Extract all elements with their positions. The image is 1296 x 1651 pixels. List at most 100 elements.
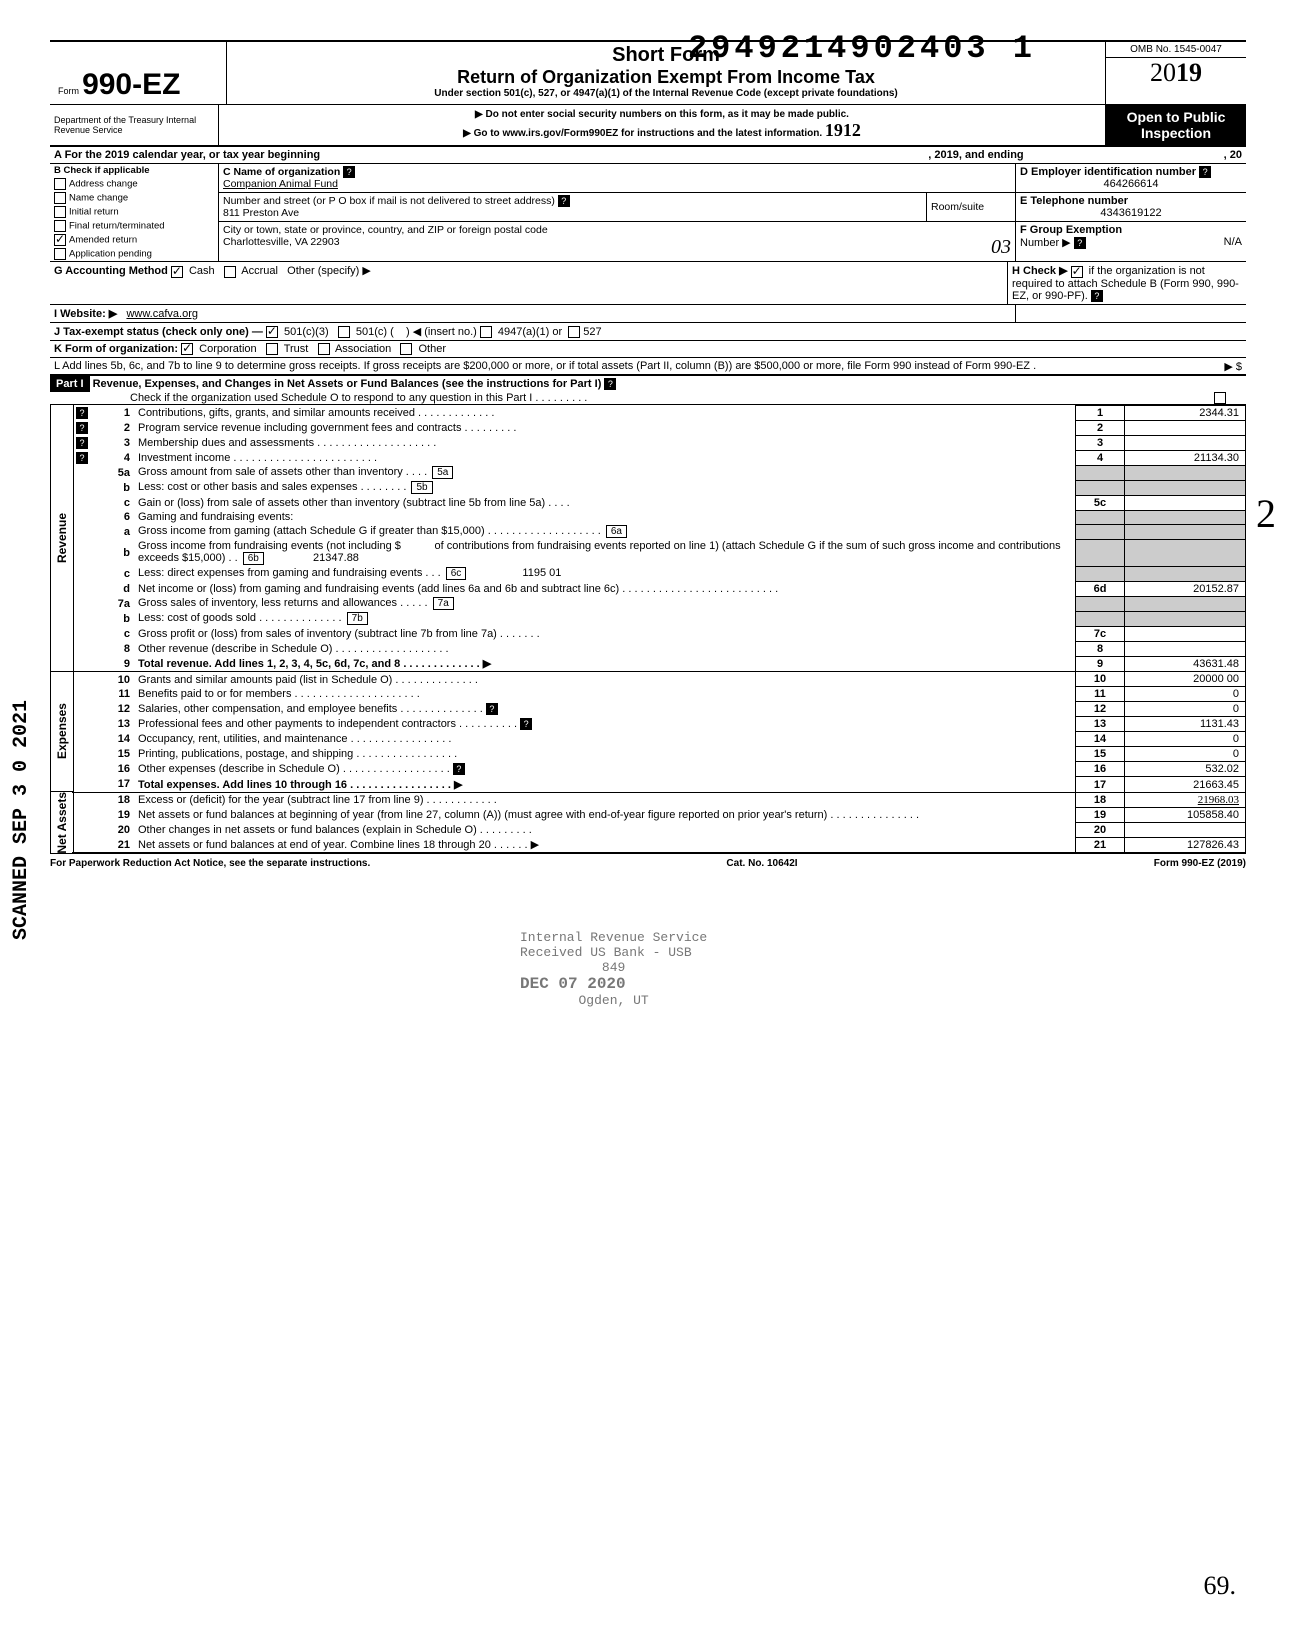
chk-initial-return[interactable]: Initial return bbox=[50, 205, 218, 219]
help-icon[interactable]: ? bbox=[76, 437, 88, 449]
line-15: 15Printing, publications, postage, and s… bbox=[72, 747, 1246, 762]
chk-cash[interactable] bbox=[171, 266, 183, 278]
phone-value: 4343619122 bbox=[1020, 207, 1242, 219]
line-2: ?2Program service revenue including gove… bbox=[72, 420, 1246, 435]
line-19: 19Net assets or fund balances at beginni… bbox=[72, 807, 1246, 822]
g-accrual-label: Accrual bbox=[241, 265, 278, 277]
chk-final-return[interactable]: Final return/terminated bbox=[50, 219, 218, 233]
j-501c3-label: 501(c)(3) bbox=[284, 326, 329, 338]
help-icon[interactable]: ? bbox=[453, 763, 465, 775]
line-6a: aGross income from gaming (attach Schedu… bbox=[72, 524, 1246, 539]
warning-goto: ▶ Go to www.irs.gov/Form990EZ for instru… bbox=[223, 120, 1101, 141]
section-i: I Website: ▶ www.cafva.org bbox=[50, 305, 1246, 323]
chk-527[interactable] bbox=[568, 326, 580, 338]
c-city-label: City or town, state or province, country… bbox=[223, 224, 548, 236]
line-18: 18Excess or (deficit) for the year (subt… bbox=[72, 792, 1246, 807]
help-icon[interactable]: ? bbox=[76, 407, 88, 419]
section-def: D Employer identification number ? 46426… bbox=[1015, 164, 1246, 261]
chk-address-change[interactable]: Address change bbox=[50, 177, 218, 191]
i-label: I Website: ▶ bbox=[54, 308, 117, 320]
chk-4947[interactable] bbox=[480, 326, 492, 338]
right-header-box: OMB No. 1545-0047 2019 bbox=[1106, 42, 1246, 104]
chk-trust[interactable] bbox=[266, 343, 278, 355]
k-corp-label: Corporation bbox=[199, 343, 256, 355]
g-label: G Accounting Method bbox=[54, 265, 168, 277]
l-text: L Add lines 5b, 6c, and 7b to line 9 to … bbox=[54, 360, 1036, 372]
line-7b: bLess: cost of goods sold . . . . . . . … bbox=[72, 611, 1246, 626]
line-6d: dNet income or (loss) from gaming and fu… bbox=[72, 581, 1246, 596]
k-other-label: Other bbox=[418, 343, 446, 355]
handwritten-03: 03 bbox=[991, 236, 1011, 259]
tax-year: 2019 bbox=[1106, 58, 1246, 88]
part1-header: Part I Revenue, Expenses, and Changes in… bbox=[50, 376, 1246, 405]
help-icon[interactable]: ? bbox=[520, 718, 532, 730]
chk-accrual[interactable] bbox=[224, 266, 236, 278]
chk-schedule-o[interactable] bbox=[1214, 392, 1226, 404]
help-icon[interactable]: ? bbox=[76, 452, 88, 464]
form-number-box: Form 990-EZ bbox=[50, 42, 227, 104]
line-21: 21Net assets or fund balances at end of … bbox=[72, 837, 1246, 853]
vert-expenses: Expenses bbox=[55, 703, 69, 759]
line-20: 20Other changes in net assets or fund ba… bbox=[72, 822, 1246, 837]
line-a-mid: , 2019, and ending bbox=[928, 149, 1023, 161]
section-j: J Tax-exempt status (check only one) — 5… bbox=[50, 323, 1246, 341]
scanned-stamp: SCANNED SEP 3 0 2021 bbox=[10, 700, 33, 940]
footer-left: For Paperwork Reduction Act Notice, see … bbox=[50, 858, 370, 869]
c-label: C Name of organization bbox=[223, 166, 340, 178]
help-icon[interactable]: ? bbox=[76, 422, 88, 434]
open-public-box: Open to PublicInspection bbox=[1106, 105, 1246, 145]
help-icon[interactable]: ? bbox=[604, 378, 616, 390]
org-city: Charlottesville, VA 22903 bbox=[223, 236, 340, 248]
chk-association[interactable] bbox=[318, 343, 330, 355]
chk-schedule-b[interactable] bbox=[1071, 266, 1083, 278]
chk-amended-return[interactable]: Amended return bbox=[50, 233, 218, 247]
chk-name-change[interactable]: Name change bbox=[50, 191, 218, 205]
form-prefix: Form bbox=[58, 86, 79, 96]
stamp-id: 2949214902403 1 bbox=[688, 30, 1036, 67]
line-1: ?1Contributions, gifts, grants, and simi… bbox=[72, 405, 1246, 420]
section-gh: G Accounting Method Cash Accrual Other (… bbox=[50, 262, 1246, 304]
line-7a: 7aGross sales of inventory, less returns… bbox=[72, 596, 1246, 611]
page-mark-69: 69. bbox=[1204, 1571, 1237, 1601]
chk-application-pending[interactable]: Application pending bbox=[50, 247, 218, 261]
dept-treasury: Department of the Treasury Internal Reve… bbox=[50, 105, 219, 145]
chk-corporation[interactable] bbox=[181, 343, 193, 355]
part1-check-text: Check if the organization used Schedule … bbox=[130, 392, 587, 404]
e-label: E Telephone number bbox=[1020, 195, 1128, 207]
g-other-label: Other (specify) ▶ bbox=[287, 265, 371, 277]
b-label: B Check if applicable bbox=[54, 165, 150, 176]
line-a-label: A For the 2019 calendar year, or tax yea… bbox=[54, 149, 320, 161]
line-9: 9Total revenue. Add lines 1, 2, 3, 4, 5c… bbox=[72, 656, 1246, 672]
line-6b: bGross income from fundraising events (n… bbox=[72, 539, 1246, 566]
d-label: D Employer identification number bbox=[1020, 166, 1196, 178]
help-icon[interactable]: ? bbox=[558, 195, 570, 207]
return-title: Return of Organization Exempt From Incom… bbox=[233, 67, 1099, 88]
room-suite-label: Room/suite bbox=[931, 201, 984, 213]
line-13: 13Professional fees and other payments t… bbox=[72, 717, 1246, 732]
chk-other-org[interactable] bbox=[400, 343, 412, 355]
line-4: ?4Investment income . . . . . . . . . . … bbox=[72, 450, 1246, 465]
page-footer: For Paperwork Reduction Act Notice, see … bbox=[50, 858, 1246, 869]
section-b: B Check if applicable Address change Nam… bbox=[50, 164, 219, 261]
vert-revenue: Revenue bbox=[55, 513, 69, 563]
part1-title: Revenue, Expenses, and Changes in Net As… bbox=[93, 378, 602, 390]
k-trust-label: Trust bbox=[284, 343, 309, 355]
help-icon[interactable]: ? bbox=[1199, 166, 1211, 178]
line-10: 10Grants and similar amounts paid (list … bbox=[72, 672, 1246, 687]
section-c: C Name of organization ? Companion Anima… bbox=[219, 164, 1015, 261]
chk-501c3[interactable] bbox=[266, 326, 278, 338]
open-to-public: Open to PublicInspection bbox=[1106, 105, 1246, 145]
help-icon[interactable]: ? bbox=[1091, 290, 1103, 302]
chk-501c[interactable] bbox=[338, 326, 350, 338]
help-icon[interactable]: ? bbox=[343, 166, 355, 178]
form-number: 990-EZ bbox=[82, 68, 180, 101]
line-12: 12Salaries, other compensation, and empl… bbox=[72, 702, 1246, 717]
help-icon[interactable]: ? bbox=[1074, 237, 1086, 249]
form-header: Form 990-EZ Short Form Return of Organiz… bbox=[50, 40, 1246, 105]
l-arrow: ▶ $ bbox=[1224, 360, 1242, 373]
h-label: H Check ▶ bbox=[1012, 265, 1068, 277]
line-3: ?3Membership dues and assessments . . . … bbox=[72, 435, 1246, 450]
subtitle: Under section 501(c), 527, or 4947(a)(1)… bbox=[233, 88, 1099, 99]
help-icon[interactable]: ? bbox=[486, 703, 498, 715]
line-7c: cGross profit or (loss) from sales of in… bbox=[72, 626, 1246, 641]
